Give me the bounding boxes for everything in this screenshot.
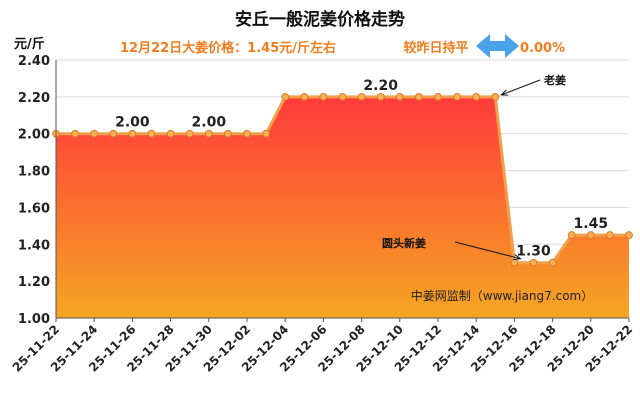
data-point-24 xyxy=(510,258,519,267)
data-point-22 xyxy=(472,92,481,101)
data-point-12 xyxy=(281,92,290,101)
y-axis-unit: 元/斤 xyxy=(14,36,45,52)
data-point-8 xyxy=(204,129,213,138)
y-tick-label-6: 2.20 xyxy=(18,91,50,106)
data-point-19 xyxy=(415,92,423,101)
data-label-1: 2.00 xyxy=(192,115,227,131)
y-tick-label-0: 1.00 xyxy=(18,312,50,327)
data-point-1 xyxy=(71,129,79,138)
annotation-label-1: 圆头新姜 xyxy=(382,236,426,250)
data-point-29 xyxy=(606,231,614,239)
data-point-21 xyxy=(453,92,462,101)
x-tick-labels: 25-11-2225-11-2425-11-2625-11-2825-11-30… xyxy=(10,318,635,375)
change-text: 较昨日持平 xyxy=(403,40,468,56)
annotation-arrow-1 xyxy=(454,241,521,260)
data-point-5 xyxy=(147,129,156,138)
data-point-7 xyxy=(185,129,194,138)
data-point-30 xyxy=(625,231,633,239)
data-point-23 xyxy=(491,92,500,101)
data-point-6 xyxy=(166,129,175,138)
data-point-25 xyxy=(529,258,538,267)
data-label-2: 2.20 xyxy=(363,78,398,94)
annotation-label-0: 老姜 xyxy=(543,73,566,87)
y-tick-label-7: 2.40 xyxy=(18,54,50,69)
data-point-11 xyxy=(262,129,271,138)
y-tick-label-1: 1.20 xyxy=(18,275,50,290)
data-point-14 xyxy=(319,92,328,101)
axes xyxy=(55,60,629,319)
data-point-13 xyxy=(300,92,309,101)
annotation-arrowhead-1 xyxy=(513,254,522,261)
data-point-4 xyxy=(128,129,137,138)
data-point-17 xyxy=(376,92,385,101)
data-markers xyxy=(52,92,633,267)
y-tick-label-3: 1.60 xyxy=(18,201,50,216)
chart-title: 安丘一般泥姜价格走势 xyxy=(235,9,405,30)
area-fill xyxy=(56,96,629,318)
data-point-18 xyxy=(395,92,404,101)
annotation-arrowhead-0 xyxy=(500,89,509,96)
data-point-16 xyxy=(357,92,366,101)
y-tick-label-5: 2.00 xyxy=(18,128,50,143)
data-label-0: 2.00 xyxy=(115,115,150,131)
data-label-3: 1.30 xyxy=(516,244,551,260)
data-label-4: 1.45 xyxy=(574,216,609,232)
data-point-20 xyxy=(434,92,442,101)
change-value: 0.00% xyxy=(520,41,565,56)
double-arrow-icon xyxy=(476,34,519,58)
y-tick-label-2: 1.40 xyxy=(18,238,50,253)
data-point-26 xyxy=(548,258,557,267)
y-tick-label-4: 1.80 xyxy=(18,165,50,180)
data-point-27 xyxy=(567,231,576,239)
y-tick-labels: 1.00 1.20 1.40 1.60 1.80 2.00 2.20 2.40 xyxy=(18,54,50,327)
area-shape xyxy=(56,96,629,318)
data-point-10 xyxy=(243,129,251,138)
data-point-3 xyxy=(109,129,118,138)
data-point-15 xyxy=(338,92,347,101)
data-labels: 2.00 2.00 2.20 1.30 1.45 xyxy=(115,78,608,260)
data-point-28 xyxy=(586,231,595,239)
data-point-9 xyxy=(224,129,232,138)
watermark: 中姜网监制（www.jiang7.com） xyxy=(411,288,593,303)
price-summary: 12月22日大姜价格：1.45元/斤左右 xyxy=(120,40,336,56)
data-point-2 xyxy=(90,129,99,138)
annotation-arrow-0 xyxy=(501,79,541,96)
